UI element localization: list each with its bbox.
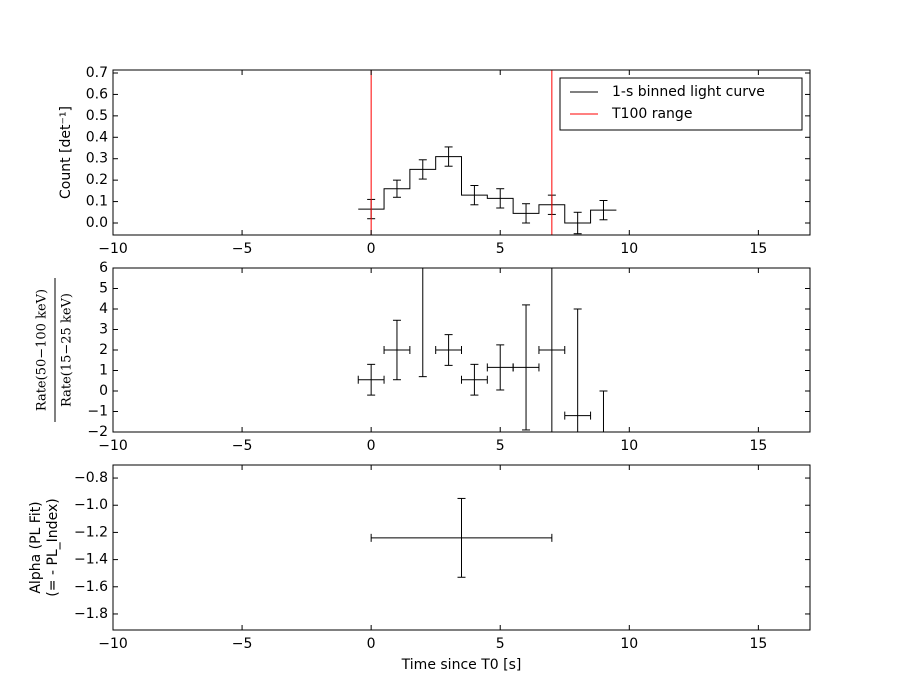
y-tick-label: 0.6	[86, 86, 108, 102]
x-tick-label: 10	[620, 438, 638, 454]
plot-area	[357, 268, 608, 432]
y-tick-label: 0.7	[86, 65, 108, 81]
x-tick-label: 5	[496, 241, 505, 257]
x-tick-label: 10	[620, 636, 638, 652]
y-tick-label: 4	[99, 301, 108, 317]
y-tick-label: 5	[99, 281, 108, 297]
y-tick-label: −0.8	[74, 470, 108, 486]
plot-area	[358, 70, 617, 235]
x-tick-label: 10	[620, 241, 638, 257]
x-tick-label: −10	[98, 241, 128, 257]
x-tick-label: 5	[496, 636, 505, 652]
x-axis-label: Time since T0 [s]	[401, 657, 522, 673]
y-tick-label: 0	[99, 383, 108, 399]
y-tick-label: 0.4	[86, 129, 108, 145]
y-tick-label: −1.4	[74, 552, 108, 568]
y-tick-label: −1.0	[74, 497, 108, 513]
step-line	[358, 156, 617, 224]
y-tick-label: 0.2	[86, 172, 108, 188]
axes-frame	[112, 267, 811, 433]
x-tick-label: 15	[749, 636, 767, 652]
y-axis-label-numerator: Rate(50−100 keV)	[35, 289, 50, 411]
x-tick-label: 0	[367, 241, 376, 257]
x-tick-label: 0	[367, 438, 376, 454]
legend-label: 1-s binned light curve	[612, 84, 765, 100]
y-tick-label: 2	[99, 342, 108, 358]
y-tick-label: −2	[87, 424, 108, 440]
plot-area	[370, 497, 553, 578]
y-tick-label: 0.0	[86, 215, 108, 231]
x-tick-label: −5	[232, 241, 253, 257]
y-axis-label: Alpha (PL Fit)	[28, 501, 44, 593]
axes-frame	[112, 69, 811, 236]
legend-label: T100 range	[611, 106, 692, 122]
x-tick-label: −10	[98, 636, 128, 652]
x-tick-label: 0	[367, 636, 376, 652]
y-tick-label: 0.1	[86, 194, 108, 210]
axes-frame	[112, 464, 811, 631]
y-tick-label: −1	[87, 404, 108, 420]
y-tick-label: −1.2	[74, 524, 108, 540]
y-tick-label: 0.5	[86, 108, 108, 124]
y-tick-label: −1.8	[74, 606, 108, 622]
y-tick-label: −1.6	[74, 579, 108, 595]
x-tick-label: −10	[98, 438, 128, 454]
x-tick-label: 15	[749, 241, 767, 257]
x-tick-label: 5	[496, 438, 505, 454]
panel: −10 −5 0 5 10 15 −1.8 −1.6 −1.4 −1.2 −1.0 −0.8 Alpha…	[28, 464, 811, 673]
x-tick-label: −5	[232, 636, 253, 652]
y-tick-label: 3	[99, 322, 108, 338]
y-tick-label: 6	[99, 260, 108, 276]
y-tick-label: 0.3	[86, 151, 108, 167]
y-axis-label: (= - PL_Index)	[45, 498, 61, 596]
x-tick-label: 15	[749, 438, 767, 454]
y-axis-label-denominator: Rate(15−25 keV)	[60, 293, 75, 407]
panel: −10 −5 0 5 10 15 0.0 0.1 0.2 0.3 0.4 0.5 0.6 0.7 Count…	[58, 65, 811, 257]
y-axis-label: Count [det⁻¹]	[58, 106, 74, 199]
y-tick-label: 1	[99, 363, 108, 379]
legend-box	[559, 77, 803, 131]
x-tick-label: −5	[232, 438, 253, 454]
